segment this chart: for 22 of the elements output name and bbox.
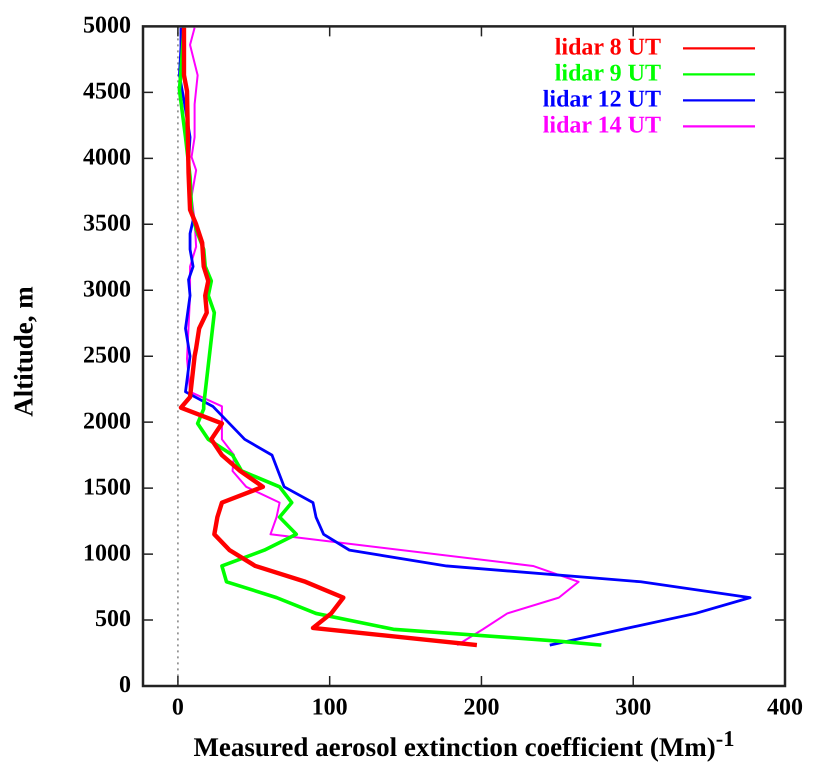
y-tick-label: 5000	[83, 12, 131, 39]
y-tick-label: 4000	[83, 144, 131, 171]
legend-label: lidar 14 UT	[542, 112, 661, 139]
y-tick-label: 500	[95, 606, 131, 632]
y-tick-label: 1000	[83, 540, 131, 566]
legend-label: lidar 9 UT	[554, 60, 661, 87]
y-tick-label: 4500	[83, 78, 131, 105]
y-tick-label: 0	[119, 672, 131, 698]
y-tick-label: 1500	[83, 474, 131, 500]
x-tick-label: 0	[172, 694, 184, 721]
x-tick-label: 100	[312, 694, 348, 721]
x-axis-title: Measured aerosol extinction coefficient (Mm)$^{-1}$	[192, 726, 736, 763]
y-tick-label: 2500	[83, 342, 131, 368]
y-axis-title: Altitude, m	[8, 285, 40, 419]
x-tick-label: 300	[615, 694, 652, 721]
y-tick-label: 3000	[83, 276, 131, 302]
y-tick-label: 2000	[83, 408, 131, 434]
x-tick-label: 200	[463, 694, 500, 721]
legend-label: lidar 8 UT	[554, 34, 661, 61]
y-tick-label: 3500	[83, 210, 131, 236]
legend-label: lidar 12 UT	[542, 86, 661, 113]
x-tick-label: 400	[767, 694, 803, 721]
